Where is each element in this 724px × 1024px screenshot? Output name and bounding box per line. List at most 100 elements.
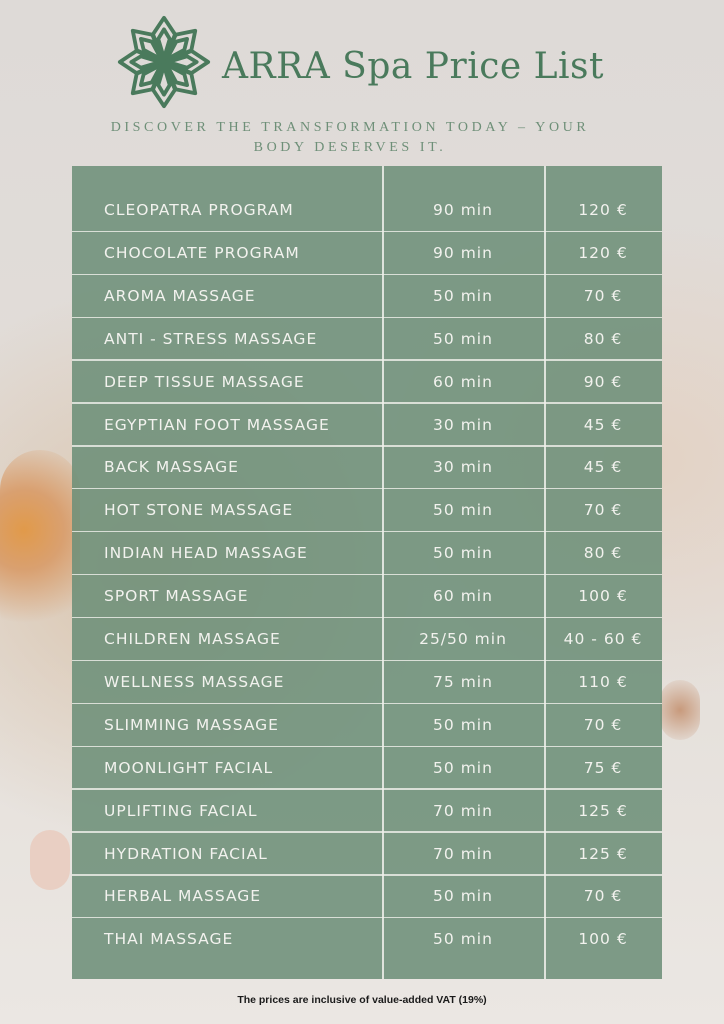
service-price: 70 € bbox=[583, 501, 623, 520]
service-duration: 50 min bbox=[433, 715, 493, 734]
row-divider bbox=[72, 616, 662, 619]
tagline-line-2: BODY DESERVES IT. bbox=[253, 140, 447, 155]
row-divider bbox=[72, 745, 662, 747]
service-price: 125 € bbox=[578, 801, 628, 820]
background-stone bbox=[30, 830, 70, 890]
service-price: 70 € bbox=[583, 887, 623, 906]
service-price: 125 € bbox=[578, 844, 628, 863]
price-row: INDIAN HEAD MASSAGE 50 min 80 € bbox=[72, 532, 662, 576]
price-row: ANTI - STRESS MASSAGE 50 min 80 € bbox=[72, 318, 662, 361]
price-row: UPLIFTING FACIAL 70 min 125 € bbox=[72, 790, 662, 833]
row-divider bbox=[72, 788, 662, 790]
price-row: DEEP TISSUE MASSAGE 60 min 90 € bbox=[72, 361, 662, 404]
service-name: CHOCOLATE PROGRAM bbox=[104, 243, 300, 262]
service-name: MOONLIGHT FACIAL bbox=[104, 758, 274, 777]
price-row: AROMA MASSAGE 50 min 70 € bbox=[72, 275, 662, 318]
price-row: SPORT MASSAGE 60 min 100 € bbox=[72, 575, 662, 619]
service-price: 70 € bbox=[583, 715, 623, 734]
service-duration: 50 min bbox=[433, 501, 493, 520]
row-divider bbox=[72, 659, 662, 661]
service-duration: 30 min bbox=[433, 458, 493, 477]
service-duration: 50 min bbox=[433, 887, 493, 906]
service-name: INDIAN HEAD MASSAGE bbox=[104, 544, 308, 563]
column-divider bbox=[382, 166, 384, 979]
service-duration: 60 min bbox=[433, 587, 493, 606]
price-row: HERBAL MASSAGE 50 min 70 € bbox=[72, 875, 662, 919]
service-duration: 50 min bbox=[433, 286, 493, 305]
service-name: HYDRATION FACIAL bbox=[104, 844, 268, 863]
row-divider bbox=[72, 359, 662, 361]
lotus-logo-icon bbox=[117, 15, 211, 109]
service-price: 75 € bbox=[583, 758, 623, 777]
service-name: CHILDREN MASSAGE bbox=[104, 630, 281, 648]
service-name: UPLIFTING FACIAL bbox=[104, 801, 258, 820]
price-row: SLIMMING MASSAGE 50 min 70 € bbox=[72, 704, 662, 747]
row-divider bbox=[72, 917, 662, 919]
price-row: CHOCOLATE PROGRAM 90 min 120 € bbox=[72, 232, 662, 275]
price-row: HOT STONE MASSAGE 50 min 70 € bbox=[72, 489, 662, 533]
service-name: SLIMMING MASSAGE bbox=[104, 715, 279, 734]
service-price: 45 € bbox=[583, 415, 623, 434]
service-name: CLEOPATRA PROGRAM bbox=[104, 201, 294, 219]
column-divider bbox=[544, 166, 546, 979]
service-duration: 50 min bbox=[433, 329, 493, 348]
service-price: 110 € bbox=[578, 672, 628, 691]
row-divider bbox=[72, 316, 662, 318]
service-duration: 60 min bbox=[433, 372, 493, 391]
service-price: 45 € bbox=[583, 458, 623, 477]
service-duration: 30 min bbox=[433, 415, 493, 434]
price-row: CHILDREN MASSAGE 25/50 min 40 - 60 € bbox=[72, 618, 662, 661]
service-duration: 25/50 min bbox=[419, 630, 507, 648]
service-name: WELLNESS MASSAGE bbox=[104, 672, 285, 691]
row-divider bbox=[72, 831, 662, 833]
service-price: 70 € bbox=[583, 286, 623, 305]
page-title: ARRA Spa Price List bbox=[222, 46, 604, 87]
price-row: WELLNESS MASSAGE 75 min 110 € bbox=[72, 661, 662, 704]
service-name: HOT STONE MASSAGE bbox=[104, 501, 294, 520]
service-name: AROMA MASSAGE bbox=[104, 286, 256, 305]
row-divider bbox=[72, 402, 662, 404]
service-price: 80 € bbox=[583, 329, 623, 348]
service-name: DEEP TISSUE MASSAGE bbox=[104, 372, 305, 391]
service-duration: 70 min bbox=[433, 801, 493, 820]
service-name: THAI MASSAGE bbox=[104, 930, 234, 949]
tagline-line-1: DISCOVER THE TRANSFORMATION TODAY – YOUR bbox=[110, 120, 590, 135]
row-divider bbox=[72, 273, 662, 275]
row-divider bbox=[72, 230, 662, 232]
service-price: 120 € bbox=[578, 243, 628, 262]
service-name: ANTI - STRESS MASSAGE bbox=[104, 329, 318, 348]
row-divider bbox=[72, 702, 662, 704]
service-name: EGYPTIAN FOOT MASSAGE bbox=[104, 415, 330, 434]
service-price: 40 - 60 € bbox=[563, 630, 643, 648]
row-divider bbox=[72, 573, 662, 576]
price-row: CLEOPATRA PROGRAM 90 min 120 € bbox=[72, 189, 662, 232]
background-petal bbox=[660, 680, 700, 740]
price-table: CLEOPATRA PROGRAM 90 min 120 € CHOCOLATE PR… bbox=[72, 166, 662, 979]
price-row: HYDRATION FACIAL 70 min 125 € bbox=[72, 833, 662, 876]
service-name: BACK MASSAGE bbox=[104, 458, 239, 477]
background-flowers bbox=[0, 450, 80, 650]
service-duration: 90 min bbox=[433, 201, 493, 219]
service-name: SPORT MASSAGE bbox=[104, 587, 249, 606]
service-name: HERBAL MASSAGE bbox=[104, 887, 262, 906]
price-row: MOONLIGHT FACIAL 50 min 75 € bbox=[72, 747, 662, 790]
tagline: DISCOVER THE TRANSFORMATION TODAY – YOUR… bbox=[100, 118, 600, 158]
service-duration: 50 min bbox=[433, 758, 493, 777]
service-price: 120 € bbox=[578, 201, 628, 219]
row-divider bbox=[72, 488, 662, 490]
vat-note: The prices are inclusive of value-added … bbox=[237, 994, 487, 1006]
service-price: 100 € bbox=[578, 930, 628, 949]
service-duration: 50 min bbox=[433, 930, 493, 949]
service-price: 90 € bbox=[583, 372, 623, 391]
row-divider bbox=[72, 874, 662, 876]
service-duration: 90 min bbox=[433, 243, 493, 262]
price-row: BACK MASSAGE 30 min 45 € bbox=[72, 446, 662, 490]
row-divider bbox=[72, 531, 662, 533]
service-price: 100 € bbox=[578, 587, 628, 606]
price-row: THAI MASSAGE 50 min 100 € bbox=[72, 918, 662, 961]
service-price: 80 € bbox=[583, 544, 623, 563]
service-duration: 50 min bbox=[433, 544, 493, 563]
price-row: EGYPTIAN FOOT MASSAGE 30 min 45 € bbox=[72, 404, 662, 447]
service-duration: 70 min bbox=[433, 844, 493, 863]
row-divider bbox=[72, 445, 662, 447]
